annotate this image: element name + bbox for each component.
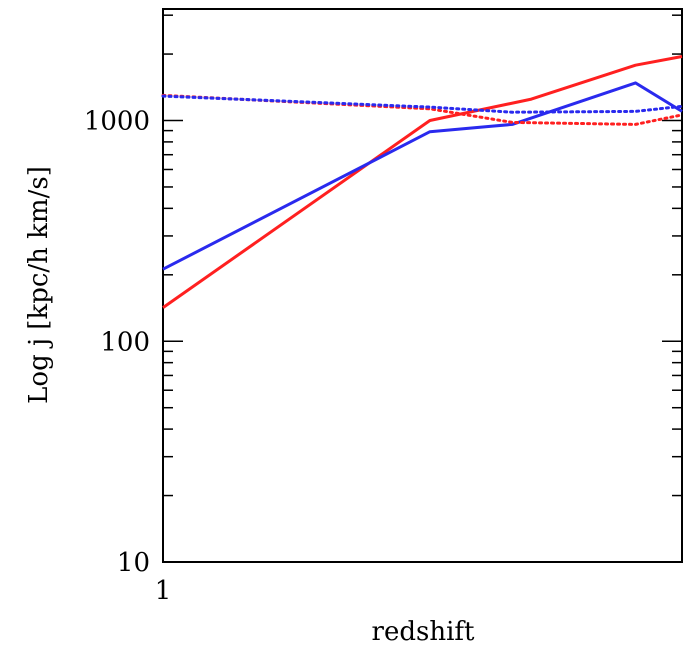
y-axis-ticks (163, 14, 682, 563)
x-axis-tick-labels: 1 (155, 576, 172, 606)
series-layer (161, 55, 684, 309)
series-line-2 (162, 81, 683, 271)
series-line-4 (161, 94, 684, 114)
y-tick-label: 1000 (84, 107, 150, 137)
y-axis-tick-labels: 10 100 1000 (84, 107, 150, 578)
y-tick-label: 10 (117, 548, 150, 578)
y-axis-label: Log j [kpc/h km/s] (24, 166, 54, 404)
x-tick-label: 1 (155, 576, 172, 606)
y-tick-label: 100 (100, 327, 150, 357)
series-line-1 (162, 55, 683, 309)
plot-frame (162, 8, 683, 563)
x-axis-label: redshift (372, 617, 475, 647)
series-line-3 (161, 93, 684, 126)
